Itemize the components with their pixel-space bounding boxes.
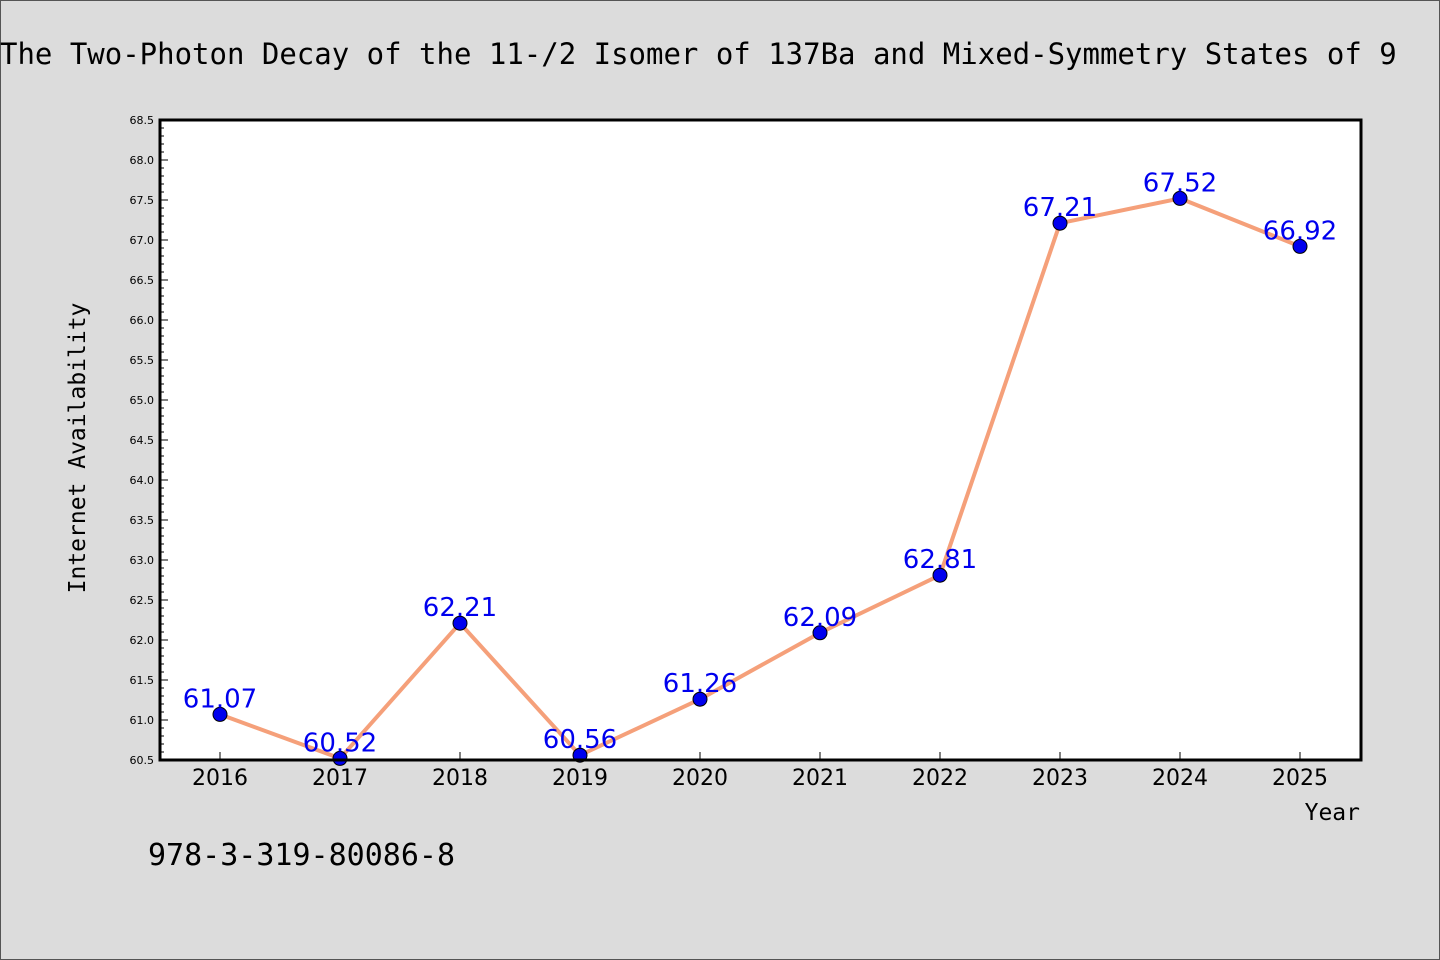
data-point: [452, 615, 468, 631]
plot-area: [160, 120, 1361, 760]
data-label: 61.26: [663, 669, 737, 699]
y-tick-label: 67.0: [130, 234, 155, 247]
y-tick-label: 63.0: [130, 554, 155, 567]
y-tick-label: 62.0: [130, 634, 155, 647]
y-tick-label: 60.5: [130, 754, 155, 767]
x-tick-label: 2021: [792, 766, 848, 791]
x-tick-label: 2023: [1032, 766, 1088, 791]
y-tick-label: 66.5: [130, 274, 155, 287]
x-tick-label: 2022: [912, 766, 968, 791]
y-tick-label: 61.5: [130, 674, 155, 687]
y-tick-label: 63.5: [130, 514, 155, 527]
data-point: [812, 625, 828, 641]
plot-frame: [158, 118, 1363, 762]
data-label: 66.92: [1263, 216, 1337, 246]
y-axis-label: Internet Availability: [65, 303, 91, 594]
chart-title: The Two-Photon Decay of the 11-/2 Isomer…: [0, 37, 1397, 71]
data-point: [1292, 238, 1308, 254]
x-tick-label: 2020: [672, 766, 728, 791]
y-tick-label: 68.5: [130, 114, 155, 127]
x-tick-label: 2018: [432, 766, 488, 791]
data-label: 62.09: [783, 603, 857, 633]
y-tick-label: 67.5: [130, 194, 155, 207]
footer-code: 978-3-319-80086-8: [148, 838, 455, 873]
y-tick-label: 65.0: [130, 394, 155, 407]
y-tick-label: 64.0: [130, 474, 155, 487]
x-tick-label: 2016: [192, 766, 248, 791]
y-tick-label: 66.0: [130, 314, 155, 327]
x-axis-label: Year: [1305, 800, 1360, 826]
series-line: [219, 196, 1301, 761]
x-axis: 2016 2017 2018 2019 2020 2021 2022 2023 2024 2025: [192, 752, 1328, 791]
data-label: 61.07: [183, 684, 257, 714]
data-point: [212, 706, 228, 722]
y-tick-label: 65.5: [130, 354, 155, 367]
y-axis: 60.5 61.0 61.5 62.0 62.5 63.0 63.5 64.0 64.5 65.0…: [130, 114, 168, 767]
y-tick-label: 68.0: [130, 154, 155, 167]
data-label: 60.56: [543, 725, 617, 755]
series-layer: 61.07 60.52 62.21 60.56 61.26 62.09 62.81 67.21…: [183, 168, 1337, 766]
x-tick-label: 2024: [1152, 766, 1208, 791]
y-tick-label: 61.0: [130, 714, 155, 727]
data-point: [932, 567, 948, 583]
x-tick-label: 2017: [312, 766, 368, 791]
data-label: 67.21: [1023, 193, 1097, 223]
data-label: 67.52: [1143, 168, 1217, 198]
data-point: [1052, 215, 1068, 231]
data-label: 60.52: [303, 728, 377, 758]
y-tick-label: 64.5: [130, 434, 155, 447]
x-tick-label: 2025: [1272, 766, 1328, 791]
data-label: 62.81: [903, 545, 977, 575]
data-point: [692, 691, 708, 707]
data-point: [1172, 190, 1188, 206]
x-tick-label: 2019: [552, 766, 608, 791]
data-label: 62.21: [423, 593, 497, 623]
data-point: [332, 750, 348, 766]
y-tick-label: 62.5: [130, 594, 155, 607]
